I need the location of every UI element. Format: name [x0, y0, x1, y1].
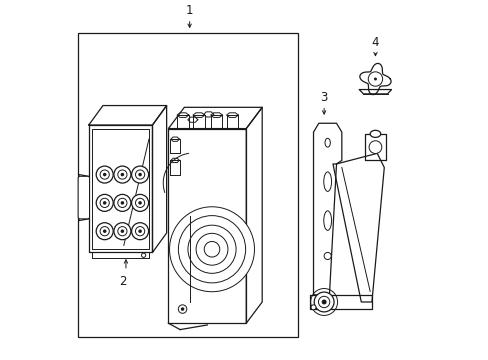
Circle shape — [114, 223, 131, 240]
Circle shape — [96, 194, 113, 211]
Text: 4: 4 — [371, 36, 378, 49]
Circle shape — [196, 233, 227, 265]
Circle shape — [138, 229, 142, 233]
Ellipse shape — [323, 211, 331, 230]
Circle shape — [141, 253, 145, 257]
Circle shape — [314, 292, 333, 312]
Circle shape — [118, 170, 127, 179]
Ellipse shape — [369, 130, 380, 138]
Circle shape — [114, 194, 131, 211]
Circle shape — [121, 229, 124, 233]
Ellipse shape — [323, 172, 331, 192]
Circle shape — [187, 225, 236, 273]
Circle shape — [321, 300, 326, 305]
Circle shape — [100, 170, 109, 179]
Circle shape — [121, 173, 124, 176]
Circle shape — [96, 166, 113, 183]
Circle shape — [367, 72, 382, 86]
Circle shape — [138, 173, 142, 176]
Circle shape — [114, 166, 131, 183]
Circle shape — [118, 198, 127, 207]
Circle shape — [178, 216, 245, 283]
Circle shape — [204, 242, 219, 257]
Circle shape — [324, 252, 330, 260]
Circle shape — [102, 173, 106, 176]
Circle shape — [169, 207, 254, 292]
Circle shape — [131, 166, 148, 183]
Circle shape — [318, 296, 329, 308]
Circle shape — [368, 141, 381, 153]
Circle shape — [131, 194, 148, 211]
Bar — [78, 33, 297, 337]
Circle shape — [181, 307, 184, 311]
Text: 1: 1 — [185, 4, 193, 17]
Circle shape — [96, 223, 113, 240]
Circle shape — [138, 201, 142, 204]
Circle shape — [178, 305, 186, 313]
FancyBboxPatch shape — [78, 176, 89, 219]
Circle shape — [135, 170, 144, 179]
Text: 2: 2 — [119, 275, 126, 288]
Ellipse shape — [325, 138, 330, 147]
Circle shape — [135, 198, 144, 207]
Circle shape — [121, 201, 124, 204]
Circle shape — [100, 198, 109, 207]
Circle shape — [131, 223, 148, 240]
Circle shape — [118, 226, 127, 236]
Circle shape — [135, 226, 144, 236]
Circle shape — [100, 226, 109, 236]
Circle shape — [102, 201, 106, 204]
Text: 3: 3 — [320, 91, 327, 104]
Circle shape — [310, 305, 315, 310]
Circle shape — [102, 229, 106, 233]
Circle shape — [373, 77, 376, 81]
